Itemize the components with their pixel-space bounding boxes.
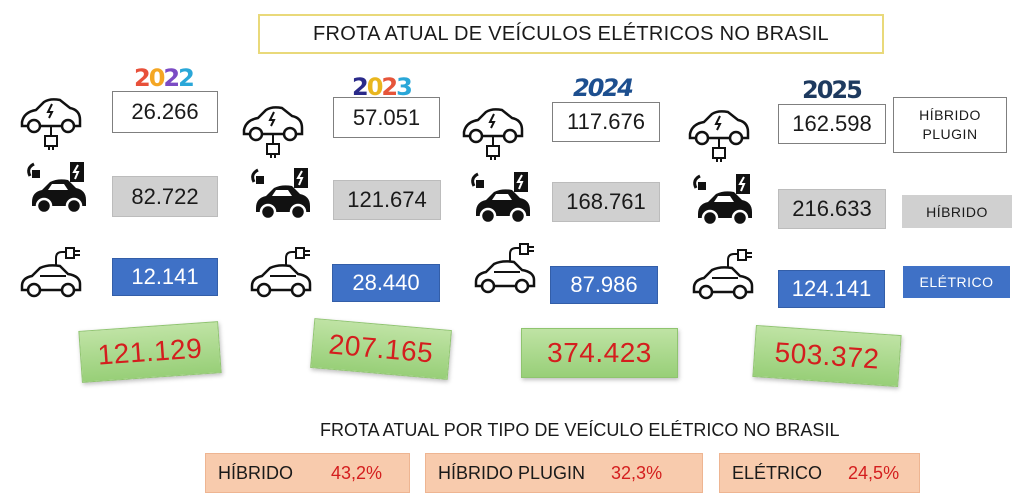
year-2022-digit: 2022 — [134, 64, 195, 92]
share-eletrico: ELÉTRICO 24,5% — [719, 453, 920, 493]
hibrido-value-2023: 121.674 — [333, 180, 441, 220]
total-2022: 121.129 — [78, 321, 222, 383]
electric-car-plug-icon — [470, 242, 540, 306]
share-eletrico-label: ELÉTRICO — [732, 462, 823, 483]
share-hibrido: HÍBRIDO 43,2% — [205, 453, 410, 493]
eletrico-value-2025: 124.141 — [778, 270, 885, 308]
legend-hibrido-plugin: HÍBRIDO PLUGIN — [893, 97, 1007, 153]
legend-eletrico: ELÉTRICO — [903, 266, 1010, 298]
electric-car-plug-icon — [16, 246, 86, 310]
year-2024-digit: 2024 — [573, 74, 634, 102]
share-eletrico-value: 24,5% — [848, 462, 900, 483]
share-hibrido-plugin: HÍBRIDO PLUGIN 32,3% — [425, 453, 703, 493]
plugin-value-2023: 57.051 — [333, 97, 440, 138]
hybrid-car-charging-icon — [468, 168, 538, 232]
hybrid-car-charging-icon — [690, 170, 760, 234]
share-hibrido-value: 43,2% — [331, 462, 383, 483]
share-plugin-label: HÍBRIDO PLUGIN — [438, 462, 586, 483]
year-2023-digit: 2023 — [352, 73, 413, 101]
plugin-value-2022: 26.266 — [112, 91, 218, 133]
plugin-value-2025: 162.598 — [778, 104, 886, 144]
eletrico-value-2023: 28.440 — [332, 264, 440, 302]
electric-car-plug-icon — [246, 246, 316, 310]
year-label-2023: 2023 — [352, 73, 413, 101]
year-label-2022: 2022 — [134, 64, 195, 92]
hibrido-value-2025: 216.633 — [778, 189, 886, 229]
plugin-value-2024: 117.676 — [552, 102, 660, 142]
year-label-2025: 2025 — [802, 76, 863, 104]
total-2025: 503.372 — [752, 324, 902, 388]
legend-plugin-line2: PLUGIN — [922, 126, 978, 142]
year-label-2024: 2024 — [573, 74, 634, 102]
legend-hibrido: HÍBRIDO — [902, 195, 1012, 228]
hybrid-plugin-car-icon — [238, 96, 308, 160]
total-2023: 207.165 — [310, 318, 452, 380]
hybrid-car-charging-icon — [248, 164, 318, 228]
year-2025-digit: 2025 — [802, 76, 863, 104]
eletrico-value-2022: 12.141 — [112, 258, 218, 296]
hybrid-plugin-car-icon — [458, 98, 528, 162]
legend-plugin-line1: HÍBRIDO — [919, 107, 981, 124]
hybrid-plugin-car-icon — [684, 100, 754, 164]
page-title: FROTA ATUAL DE VEÍCULOS ELÉTRICOS NO BRA… — [258, 14, 884, 54]
electric-car-plug-icon — [688, 248, 758, 312]
share-hibrido-label: HÍBRIDO — [218, 462, 294, 483]
share-plugin-value: 32,3% — [611, 462, 663, 483]
hibrido-value-2024: 168.761 — [552, 182, 660, 222]
hibrido-value-2022: 82.722 — [112, 176, 218, 217]
total-2024: 374.423 — [521, 328, 678, 378]
eletrico-value-2024: 87.986 — [550, 266, 658, 304]
hybrid-car-charging-icon — [24, 158, 94, 222]
share-title: FROTA ATUAL POR TIPO DE VEÍCULO ELÉTRICO… — [320, 420, 840, 440]
hybrid-plugin-car-icon — [16, 88, 86, 152]
